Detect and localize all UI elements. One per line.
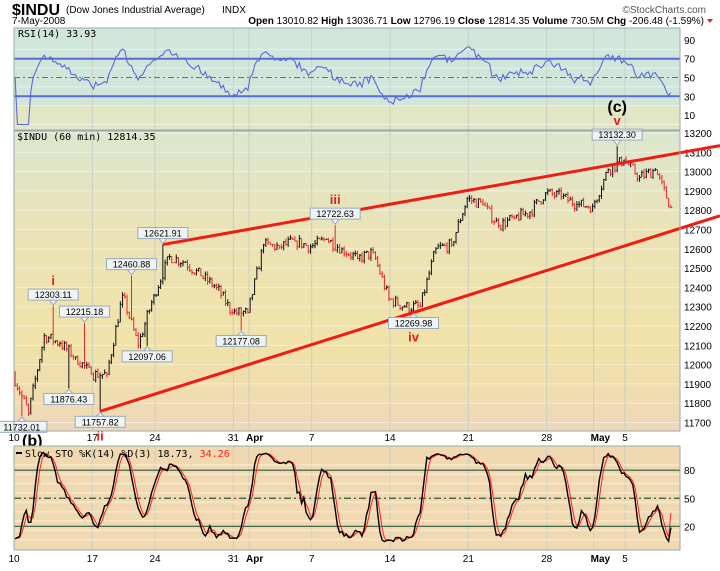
date-tick-label: 7 bbox=[309, 433, 315, 444]
price-tick-label: 12600 bbox=[684, 245, 712, 256]
pivot-value: 11876.43 bbox=[50, 394, 87, 404]
price-tick-label: 13000 bbox=[684, 168, 712, 179]
pivot-value: 12097.06 bbox=[128, 352, 166, 362]
wave-label-i: i bbox=[51, 273, 55, 288]
wave-label-iii: iii bbox=[330, 192, 341, 207]
ohlc-summary: Open 13010.82 High 13036.71 Low 12796.19… bbox=[248, 16, 704, 27]
copyright: ©StockCharts.com bbox=[622, 5, 706, 16]
rsi-tick-label: 30 bbox=[684, 92, 696, 103]
wave-c-annotation: (c) bbox=[607, 99, 627, 116]
rsi-background-upper bbox=[14, 28, 680, 106]
date-axis-bottom: 10 17 24 31 Apr 7 14 21 28 May 5 bbox=[8, 554, 628, 565]
rsi-tick-label: 90 bbox=[684, 36, 696, 47]
pivot-value: 12269.98 bbox=[395, 318, 433, 328]
pivot-value: 12177.08 bbox=[222, 336, 260, 346]
date-tick-label: May bbox=[591, 433, 611, 444]
price-tick-label: 12900 bbox=[684, 187, 712, 198]
date-tick-label: 24 bbox=[149, 554, 161, 565]
price-tick-label: 12200 bbox=[684, 322, 712, 333]
rsi-tick-label: 50 bbox=[684, 74, 696, 85]
price-tick-label: 12500 bbox=[684, 264, 712, 275]
price-tick-label: 11900 bbox=[684, 380, 712, 391]
rsi-panel: 90 70 50 30 10 RSI(14) 33.93 bbox=[14, 28, 696, 130]
price-tick-label: 11800 bbox=[684, 399, 712, 410]
date-tick-label: 10 bbox=[8, 433, 20, 444]
price-tick-label: 12400 bbox=[684, 283, 712, 294]
date-tick-label: 5 bbox=[622, 554, 628, 565]
pivot-value: 12621.91 bbox=[144, 229, 182, 239]
down-arrow-icon bbox=[707, 19, 713, 23]
chart-date: 7-May-2008 bbox=[12, 16, 66, 27]
date-tick-label: 21 bbox=[463, 433, 475, 444]
pivot-value: 13132.30 bbox=[598, 130, 636, 140]
chart-header: $INDU (Dow Jones Industrial Average) IND… bbox=[12, 2, 713, 27]
date-tick-label: 21 bbox=[463, 554, 475, 565]
exchange: INDX bbox=[222, 5, 246, 16]
price-tick-label: 11700 bbox=[684, 419, 712, 430]
open-value: 13010.82 bbox=[277, 16, 319, 27]
wave-label-iv: iv bbox=[408, 329, 420, 344]
chg-value: -206.48 (-1.59%) bbox=[629, 16, 704, 27]
low-label: Low bbox=[391, 16, 411, 27]
price-tick-label: 12300 bbox=[684, 303, 712, 314]
security-name: (Dow Jones Industrial Average) bbox=[66, 5, 205, 16]
chg-label: Chg bbox=[607, 16, 626, 27]
sto-legend-swatch bbox=[16, 452, 22, 454]
rsi-tick-label: 70 bbox=[684, 55, 696, 66]
sto-tick-label: 50 bbox=[684, 494, 696, 505]
rsi-tick-label: 10 bbox=[684, 111, 696, 122]
date-tick-label: 7 bbox=[309, 554, 315, 565]
rsi-background-lower bbox=[14, 106, 680, 130]
sto-title-k: Slow STO %K(14) %D(3) 18.73, bbox=[25, 449, 194, 460]
sto-title-d: 34.26 bbox=[200, 449, 230, 460]
sto-tick-label: 80 bbox=[684, 466, 696, 477]
volume-label: Volume bbox=[532, 16, 568, 27]
date-tick-label: 24 bbox=[149, 433, 161, 444]
date-tick-label: May bbox=[591, 554, 611, 565]
date-tick-label: Apr bbox=[246, 554, 263, 565]
date-tick-label: 14 bbox=[384, 433, 396, 444]
rsi-title: RSI(14) 33.93 bbox=[18, 29, 96, 40]
pivot-value: 12460.88 bbox=[113, 260, 151, 270]
price-panel: 1320013100130001290012800127001260012500… bbox=[0, 99, 720, 443]
price-tick-label: 12000 bbox=[684, 361, 712, 372]
date-tick-label: 28 bbox=[541, 433, 553, 444]
price-title: $INDU (60 min) 12814.35 bbox=[17, 132, 155, 143]
high-label: High bbox=[321, 16, 343, 27]
close-value: 12814.35 bbox=[488, 16, 530, 27]
date-tick-label: 31 bbox=[228, 433, 240, 444]
pivot-value: 12722.63 bbox=[316, 209, 354, 219]
date-tick-label: 10 bbox=[8, 554, 20, 565]
stochastic-panel: 80 50 20 Slow STO %K(14) %D(3) 18.73, 34.2… bbox=[14, 446, 696, 550]
high-value: 13036.71 bbox=[346, 16, 388, 27]
date-tick-label: 28 bbox=[541, 554, 553, 565]
date-tick-label: 31 bbox=[228, 554, 240, 565]
date-tick-label: Apr bbox=[246, 433, 263, 444]
open-label: Open bbox=[248, 16, 274, 27]
sto-tick-label: 20 bbox=[684, 522, 696, 533]
volume-value: 730.5M bbox=[571, 16, 604, 27]
date-tick-label: 17 bbox=[87, 433, 99, 444]
date-tick-label: 17 bbox=[87, 554, 99, 565]
low-value: 12796.19 bbox=[413, 16, 455, 27]
date-tick-label: 5 bbox=[622, 433, 628, 444]
date-tick-label: 14 bbox=[384, 554, 396, 565]
price-tick-label: 13200 bbox=[684, 129, 712, 140]
sto-title: Slow STO %K(14) %D(3) 18.73, 34.26 bbox=[25, 449, 230, 460]
close-label: Close bbox=[458, 16, 486, 27]
price-tick-label: 12800 bbox=[684, 206, 712, 217]
pivot-value: 12215.18 bbox=[66, 307, 104, 317]
price-tick-label: 12100 bbox=[684, 341, 712, 352]
price-background bbox=[14, 131, 680, 431]
pivot-value: 12303.11 bbox=[35, 290, 72, 300]
pivot-value: 11757.82 bbox=[82, 417, 119, 427]
